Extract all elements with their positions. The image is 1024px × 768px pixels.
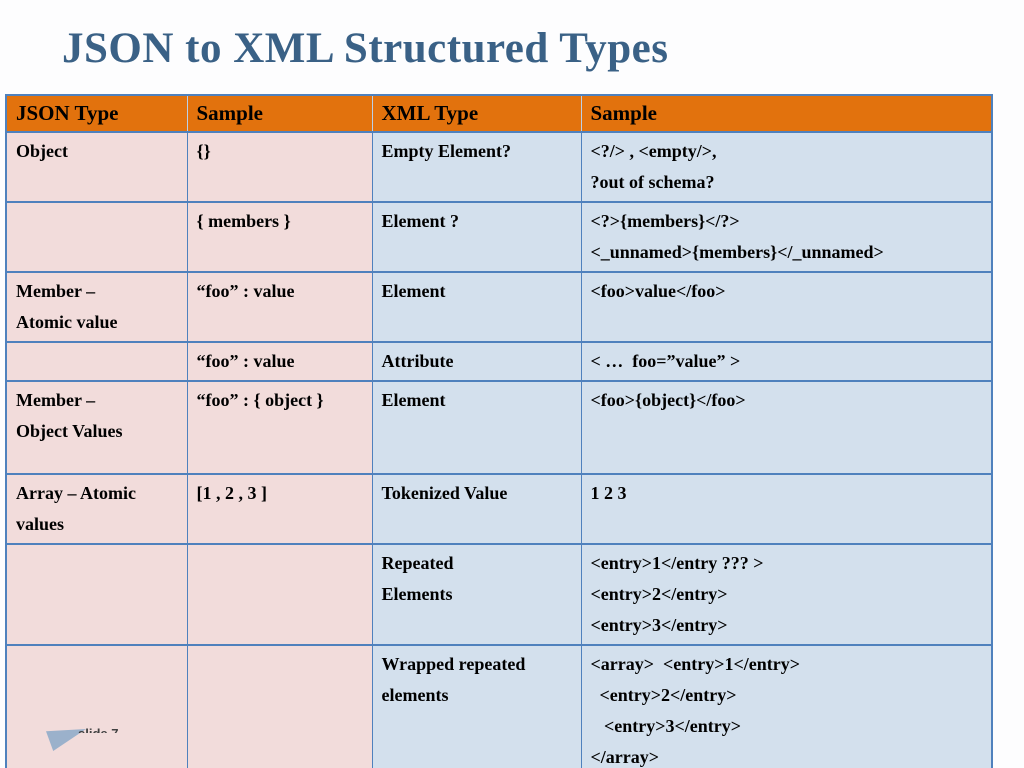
table-cell: Element (371, 271, 582, 343)
cell-line: “foo” : value (196, 281, 295, 301)
table-cell: < … foo=”value” > (580, 341, 993, 382)
table-row: Array – Atomic values [1 , 2 , 3 ] Tokenize… (5, 473, 993, 545)
table-row: Wrapped repeated elements <array> <entry>1… (5, 644, 993, 768)
table-cell: Tokenized Value (371, 473, 582, 545)
table-cell: Object (5, 131, 188, 203)
cell-line: <entry>3</entry> (590, 615, 728, 635)
cell-line: <foo>value</foo> (590, 281, 726, 301)
table-cell: “foo” : value (186, 271, 373, 343)
header-xml-type: XML Type (371, 95, 581, 133)
header-xml-sample: Sample (580, 95, 992, 133)
cell-line: <_unnamed>{members}</_unnamed> (590, 242, 884, 262)
table-row: Member – Object Values “foo” : { object } E… (5, 380, 993, 475)
footer-text-clip: slide 7 (78, 725, 168, 733)
table-cell: Wrapped repeated elements (371, 644, 582, 768)
cell-line: <foo>{object}</foo> (590, 390, 746, 410)
slide-title: JSON to XML Structured Types (62, 25, 669, 72)
cell-line: elements (381, 685, 449, 705)
cell-line: { members } (196, 211, 291, 231)
cell-line: <entry>3</entry> (590, 716, 741, 736)
table-cell: Repeated Elements (371, 543, 582, 646)
cell-line: <entry>2</entry> (590, 685, 737, 705)
table-row: Object {} Empty Element? <?/> , <empty/>, ?o… (5, 131, 993, 203)
table-cell: Element (371, 380, 582, 475)
cell-line: Object (16, 141, 68, 161)
cell-line: Repeated (381, 553, 454, 573)
cell-line: Object Values (16, 421, 123, 441)
cell-line: <entry>2</entry> (590, 584, 728, 604)
cell-line: Element (381, 281, 446, 301)
table-cell: Member – Object Values (5, 380, 188, 475)
cell-line: “foo” : { object } (196, 390, 324, 410)
table-cell (5, 201, 188, 273)
header-json-type: JSON Type (6, 95, 187, 133)
table-cell: <entry>1</entry ??? > <entry>2</entry> <en… (580, 543, 993, 646)
table-cell (186, 543, 373, 646)
table-row: “foo” : value Attribute < … foo=”value” > (5, 341, 993, 382)
table-row: Member – Atomic value “foo” : value Element… (5, 271, 993, 343)
cell-line: Elements (381, 584, 453, 604)
json-xml-mapping-table: JSON Type Sample XML Type Sample Object {… (5, 94, 993, 768)
cell-line: Atomic value (16, 312, 118, 332)
table-cell: <?>{members}</?> <_unnamed>{members}</_un… (580, 201, 993, 273)
cell-line: Member – (16, 281, 96, 301)
cell-line: <?>{members}</?> (590, 211, 740, 231)
cell-line: <entry>1</entry ??? > (590, 553, 764, 573)
cell-line: Tokenized Value (381, 483, 508, 503)
cell-line: Attribute (381, 351, 454, 371)
table-row: { members } Element ? <?>{members}</?> <_un… (5, 201, 993, 273)
cell-line: <?/> , <empty/>, (590, 141, 717, 161)
table-cell: <foo>{object}</foo> (580, 380, 993, 475)
table-cell: <array> <entry>1</entry> <entry>2</entry… (580, 644, 993, 768)
cell-line: Element (381, 390, 446, 410)
cell-line: </array> (590, 747, 660, 767)
table-cell (5, 341, 188, 382)
cell-line: values (16, 514, 65, 534)
cell-line: <array> <entry>1</entry> (590, 654, 801, 674)
cell-line: {} (196, 141, 211, 161)
table-cell: <?/> , <empty/>, ?out of schema? (580, 131, 993, 203)
table-cell: “foo” : { object } (186, 380, 373, 475)
table-cell: Element ? (371, 201, 582, 273)
table-cell: Empty Element? (371, 131, 582, 203)
header-json-sample: Sample (186, 95, 372, 133)
table-body: Object {} Empty Element? <?/> , <empty/>, ?o… (5, 131, 993, 768)
cell-line: Element ? (381, 211, 459, 231)
table-cell: {} (186, 131, 373, 203)
cell-line: Array – Atomic (16, 483, 136, 503)
cell-line: “foo” : value (196, 351, 295, 371)
cell-line: [1 , 2 , 3 ] (196, 483, 268, 503)
table-cell: { members } (186, 201, 373, 273)
cell-line: Member – (16, 390, 96, 410)
cell-line: < … foo=”value” > (590, 351, 741, 371)
cell-line: ?out of schema? (590, 172, 715, 192)
table-cell: “foo” : value (186, 341, 373, 382)
table-row: Repeated Elements <entry>1</entry ??? > <en… (5, 543, 993, 646)
table-cell: 1 2 3 (580, 473, 993, 545)
table-cell: Member – Atomic value (5, 271, 188, 343)
cell-line: 1 2 3 (590, 483, 627, 503)
cell-line: Empty Element? (381, 141, 512, 161)
table-cell (186, 644, 373, 768)
table-cell: Array – Atomic values (5, 473, 188, 545)
table-cell (5, 644, 188, 768)
slide-number: slide 7 (78, 726, 118, 733)
cell-line: Wrapped repeated (381, 654, 526, 674)
table-cell: <foo>value</foo> (580, 271, 993, 343)
table-cell: [1 , 2 , 3 ] (186, 473, 373, 545)
table-cell: Attribute (371, 341, 582, 382)
table-cell (5, 543, 188, 646)
table-header: JSON Type Sample XML Type Sample (6, 95, 992, 133)
header-row: JSON Type Sample XML Type Sample (6, 95, 992, 133)
